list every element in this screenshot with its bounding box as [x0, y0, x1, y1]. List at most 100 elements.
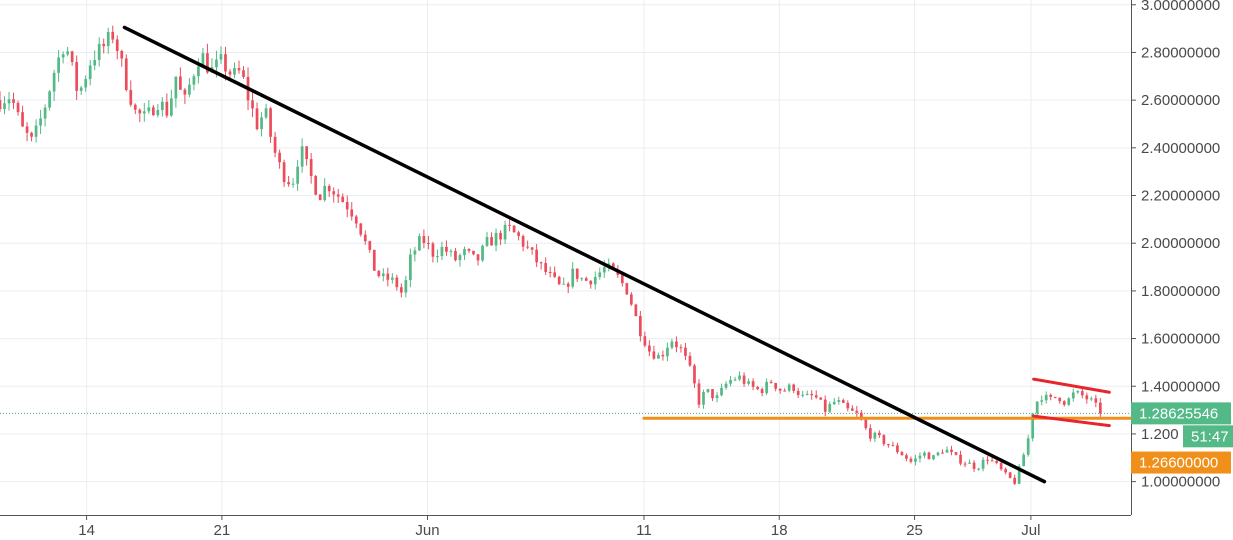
price-tick-label: 1.80000000 — [1141, 283, 1220, 300]
candle-down — [878, 432, 881, 436]
candle-up — [747, 381, 750, 384]
candle-down — [530, 247, 534, 250]
candle-down — [377, 270, 381, 277]
candle-down — [179, 76, 182, 90]
candle-down — [467, 248, 471, 251]
price-tick-label: 1.60000000 — [1141, 331, 1220, 348]
candle-down — [422, 236, 426, 243]
candle-down — [21, 112, 24, 127]
candle-up — [765, 381, 768, 394]
candle-up — [66, 51, 69, 55]
candle-down — [751, 381, 755, 387]
candle-down — [499, 232, 502, 240]
candle-down — [318, 194, 322, 201]
candle-down — [512, 225, 516, 233]
candle-up — [729, 379, 732, 384]
candle-down — [165, 101, 169, 116]
candle-up — [485, 237, 489, 246]
candle-down — [282, 162, 286, 183]
candle-down — [986, 459, 989, 461]
candle-up — [832, 401, 836, 405]
candle-down — [819, 397, 823, 400]
candle-down — [850, 408, 854, 411]
price-axis[interactable]: 1.00000000 1.200 1.40000000 1.60000000 1.800… — [1131, 0, 1233, 540]
candle-up — [977, 468, 980, 470]
price-tick-label: 1.00000000 — [1141, 474, 1220, 491]
candle-up — [436, 256, 439, 258]
price-badge-label: 1.28625546 — [1139, 405, 1218, 422]
candle-down — [70, 51, 74, 63]
candle-up — [670, 341, 674, 348]
candle-down — [120, 50, 124, 59]
candle-down — [1058, 397, 1062, 402]
candle-up — [968, 462, 971, 464]
candle-up — [409, 254, 412, 281]
candle-up — [657, 354, 660, 359]
candle-down — [566, 283, 570, 287]
candle-up — [837, 400, 841, 402]
candle-up — [1022, 454, 1026, 467]
candle-up — [61, 54, 65, 58]
candle-down — [309, 159, 313, 177]
candle-down — [314, 176, 318, 195]
candle-down — [643, 336, 647, 346]
candle-down — [814, 395, 818, 398]
candle-up — [1076, 391, 1080, 393]
candle-down — [359, 223, 363, 235]
candle-down — [16, 102, 20, 113]
price-tick-label: 2.40000000 — [1141, 140, 1220, 157]
time-axis[interactable]: 14 21 Jun 11 18 25 Jul — [0, 515, 1131, 540]
candle-down — [557, 276, 561, 285]
price-axis-background — [1131, 0, 1233, 540]
candle-up — [197, 66, 200, 77]
candle-down — [1049, 394, 1053, 397]
candle-down — [639, 316, 642, 337]
candle-down — [887, 444, 890, 446]
candle-down — [224, 54, 227, 72]
candle-down — [1080, 391, 1084, 396]
candle-down — [25, 126, 29, 133]
downtrend-line — [122, 25, 1047, 484]
price-tick-label: 2.00000000 — [1141, 235, 1220, 252]
candle-down — [75, 62, 79, 91]
candle-down — [395, 277, 399, 288]
candle-down — [999, 462, 1003, 470]
candle-down — [138, 109, 142, 114]
candle-down — [368, 241, 372, 250]
candle-down — [959, 454, 962, 464]
candle-down — [476, 254, 480, 261]
candle-down — [589, 280, 593, 285]
candle-down — [810, 393, 814, 396]
candle-down — [278, 152, 281, 163]
candle-up — [580, 278, 584, 280]
candle-up — [188, 84, 191, 95]
candle-up — [481, 245, 484, 261]
candle-up — [57, 57, 60, 73]
candle-up — [1031, 413, 1035, 439]
candle-up — [418, 236, 421, 251]
candle-down — [332, 191, 336, 195]
channel-bottom-line — [1032, 414, 1111, 428]
price-badge-label: 1.26600000 — [1139, 455, 1218, 472]
candle-up — [914, 458, 917, 462]
candle-down — [1098, 402, 1102, 414]
candle-up — [34, 125, 38, 137]
candle-down — [345, 202, 349, 210]
candle-down — [868, 428, 872, 439]
candle-down — [1008, 472, 1012, 478]
candle-down — [995, 460, 998, 463]
candle-up — [503, 224, 507, 240]
time-tick-label: 21 — [214, 522, 231, 539]
candle-down — [846, 402, 850, 409]
price-badges: 1.28625546 51:47 1.26600000 — [1131, 402, 1233, 474]
candle-up — [1026, 438, 1030, 455]
candle-down — [1053, 396, 1057, 398]
candle-down — [124, 58, 128, 91]
candle-up — [923, 452, 926, 456]
candle-down — [327, 185, 331, 192]
time-axis-background — [0, 515, 1131, 540]
candle-up — [932, 455, 935, 460]
candle-down — [1004, 469, 1007, 473]
candle-down — [688, 355, 692, 366]
